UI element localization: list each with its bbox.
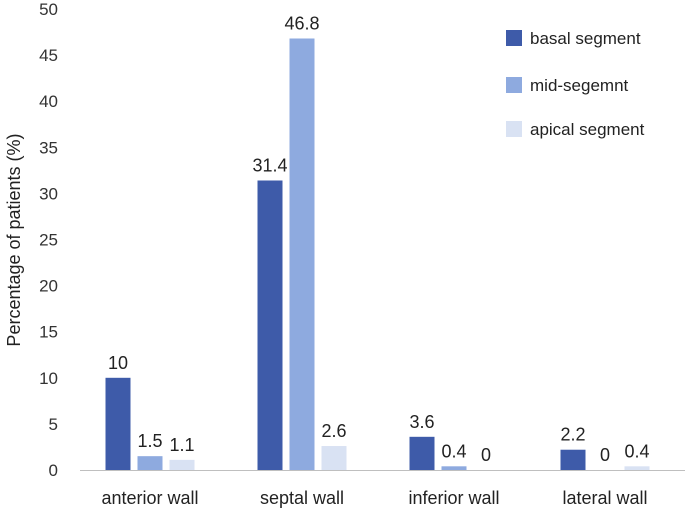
data-labels: 10 1.5 1.1 31.4 46.8 2.6 3.6 0.4 0 2.2 0 0.4 (108, 14, 650, 465)
y-tick-label: 20 (39, 277, 58, 296)
bar (169, 459, 195, 470)
legend-swatch (506, 121, 522, 137)
y-axis-ticks: 0 5 10 15 20 25 30 35 40 45 50 (39, 0, 58, 480)
y-tick-label: 50 (39, 0, 58, 19)
bar (137, 456, 163, 470)
data-label: 2.6 (321, 421, 346, 441)
y-tick-label: 0 (49, 461, 58, 480)
legend-label: basal segment (530, 29, 641, 48)
data-label: 2.2 (560, 425, 585, 445)
bar (441, 466, 467, 470)
y-axis-title: Percentage of patients (%) (4, 133, 24, 346)
data-label: 31.4 (252, 155, 287, 175)
legend-swatch (506, 77, 522, 93)
y-tick-label: 25 (39, 231, 58, 250)
y-tick-label: 5 (49, 415, 58, 434)
bar (560, 449, 586, 470)
data-label: 0.4 (441, 441, 466, 461)
bar (321, 446, 347, 470)
data-label: 1.5 (137, 431, 162, 451)
data-label: 0.4 (624, 441, 649, 461)
bar (409, 436, 435, 470)
bar (257, 180, 283, 470)
data-label: 1.1 (169, 435, 194, 455)
y-tick-label: 30 (39, 184, 58, 203)
x-tick-label: lateral wall (562, 488, 647, 508)
data-label: 0 (600, 445, 610, 465)
x-tick-label: septal wall (260, 488, 344, 508)
legend-label: mid-segemnt (530, 76, 629, 95)
x-tick-label: inferior wall (408, 488, 499, 508)
data-label: 10 (108, 353, 128, 373)
y-tick-label: 45 (39, 46, 58, 65)
legend-swatch (506, 30, 522, 46)
legend-label: apical segment (530, 120, 645, 139)
y-tick-label: 40 (39, 92, 58, 111)
bar (289, 38, 315, 471)
data-label: 46.8 (284, 14, 319, 34)
data-label: 3.6 (409, 412, 434, 432)
y-tick-label: 35 (39, 138, 58, 157)
bars (105, 38, 650, 471)
y-tick-label: 15 (39, 323, 58, 342)
bar (624, 466, 650, 470)
data-label: 0 (481, 445, 491, 465)
y-tick-label: 10 (39, 369, 58, 388)
bar (105, 377, 131, 470)
x-tick-label: anterior wall (101, 488, 198, 508)
category-labels: anterior wall septal wall inferior wall lat… (101, 488, 647, 508)
legend: basal segment mid-segemnt apical segment (506, 29, 645, 139)
